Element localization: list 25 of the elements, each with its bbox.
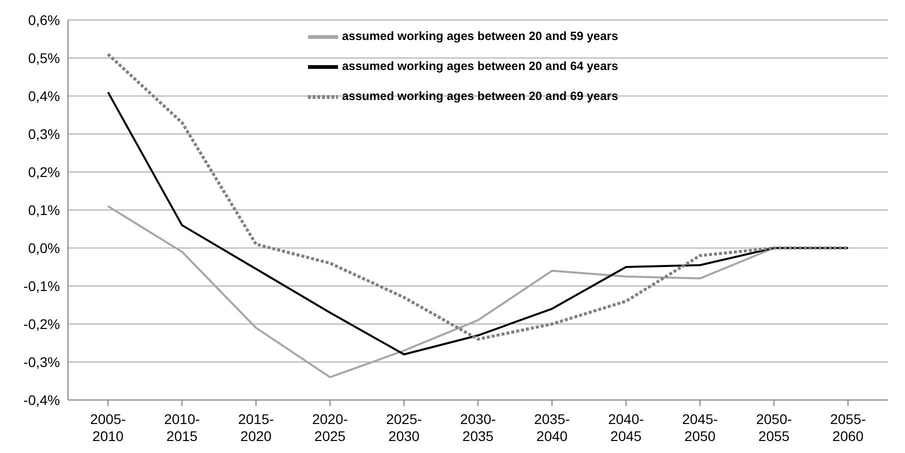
y-tick-label: 0,3% xyxy=(28,126,60,142)
x-tick-label: 2055-2060 xyxy=(830,411,866,444)
legend-label: assumed working ages between 20 and 59 years xyxy=(342,29,618,44)
x-tick-label: 2035-2040 xyxy=(534,411,570,444)
x-tick-label: 2025-2030 xyxy=(386,411,422,444)
y-tick-label: -0,4% xyxy=(23,392,60,408)
x-tick-label: 2020-2025 xyxy=(312,411,348,444)
y-tick-label: -0,1% xyxy=(23,278,60,294)
x-tick-label: 2010-2015 xyxy=(164,411,200,444)
x-tick-label: 2050-2055 xyxy=(756,411,792,444)
legend-label: assumed working ages between 20 and 69 years xyxy=(342,89,618,104)
x-tick-label: 2045-2050 xyxy=(682,411,718,444)
y-tick-label: 0,0% xyxy=(28,240,60,256)
y-tick-label: 0,2% xyxy=(28,164,60,180)
y-tick-label: -0,2% xyxy=(23,316,60,332)
y-tick-label: 0,1% xyxy=(28,202,60,218)
y-tick-label: -0,3% xyxy=(23,354,60,370)
x-tick-label: 2040-2045 xyxy=(608,411,644,444)
legend-label: assumed working ages between 20 and 64 years xyxy=(342,59,618,74)
y-tick-label: 0,6% xyxy=(28,12,60,28)
y-tick-label: 0,5% xyxy=(28,50,60,66)
x-tick-label: 2005-2010 xyxy=(90,411,126,444)
y-tick-label: 0,4% xyxy=(28,88,60,104)
x-tick-label: 2015-2020 xyxy=(238,411,274,444)
x-tick-label: 2030-2035 xyxy=(460,411,496,444)
